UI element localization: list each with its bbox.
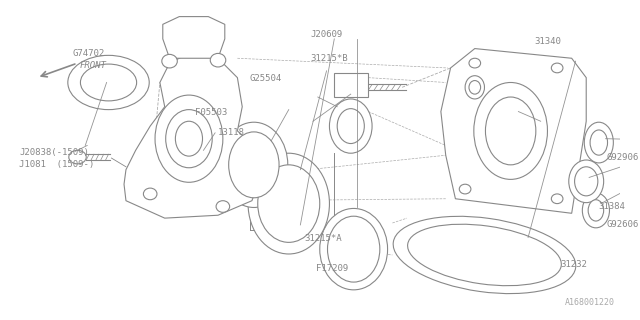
- Ellipse shape: [582, 193, 609, 228]
- Ellipse shape: [584, 122, 613, 163]
- Text: 13118: 13118: [218, 128, 245, 137]
- Text: G92906: G92906: [607, 153, 639, 162]
- Text: J20838(-1509): J20838(-1509): [19, 148, 89, 157]
- Ellipse shape: [162, 54, 177, 68]
- Ellipse shape: [155, 95, 223, 182]
- Ellipse shape: [469, 81, 481, 94]
- Ellipse shape: [228, 132, 279, 198]
- Ellipse shape: [337, 109, 364, 144]
- Polygon shape: [163, 17, 225, 58]
- Ellipse shape: [575, 167, 598, 196]
- Ellipse shape: [590, 130, 607, 155]
- Text: F17209: F17209: [316, 264, 348, 273]
- Ellipse shape: [220, 122, 288, 207]
- Ellipse shape: [349, 83, 362, 92]
- Ellipse shape: [486, 97, 536, 165]
- Ellipse shape: [551, 194, 563, 204]
- Text: J1081  (1509-): J1081 (1509-): [19, 160, 95, 169]
- Polygon shape: [441, 49, 586, 213]
- Ellipse shape: [569, 160, 604, 203]
- Text: A168001220: A168001220: [565, 298, 615, 307]
- Text: 31215*B: 31215*B: [310, 54, 348, 63]
- Ellipse shape: [551, 63, 563, 73]
- Text: J20609: J20609: [310, 29, 342, 38]
- Ellipse shape: [330, 99, 372, 153]
- Ellipse shape: [393, 216, 576, 294]
- Ellipse shape: [211, 53, 226, 67]
- Text: FRONT: FRONT: [79, 60, 106, 69]
- Text: G74702: G74702: [73, 49, 105, 58]
- Ellipse shape: [460, 184, 471, 194]
- Text: 31340: 31340: [534, 37, 561, 46]
- Text: 31215*A: 31215*A: [304, 234, 342, 243]
- Ellipse shape: [143, 188, 157, 200]
- Ellipse shape: [588, 200, 604, 221]
- Ellipse shape: [216, 201, 230, 212]
- Ellipse shape: [320, 208, 388, 290]
- Polygon shape: [124, 53, 262, 218]
- Ellipse shape: [469, 58, 481, 68]
- Text: 31232: 31232: [560, 260, 587, 269]
- Ellipse shape: [68, 55, 149, 110]
- Ellipse shape: [81, 64, 136, 101]
- Ellipse shape: [465, 76, 484, 99]
- Ellipse shape: [408, 224, 561, 286]
- Text: 31384: 31384: [599, 202, 626, 211]
- Polygon shape: [334, 73, 368, 97]
- Ellipse shape: [248, 153, 330, 254]
- Text: G92606: G92606: [607, 220, 639, 229]
- Text: G25504: G25504: [250, 74, 282, 83]
- Ellipse shape: [68, 150, 86, 164]
- Ellipse shape: [328, 216, 380, 282]
- Ellipse shape: [474, 83, 547, 180]
- Ellipse shape: [175, 121, 202, 156]
- Ellipse shape: [258, 165, 320, 242]
- Ellipse shape: [166, 110, 212, 168]
- Text: F05503: F05503: [195, 108, 227, 117]
